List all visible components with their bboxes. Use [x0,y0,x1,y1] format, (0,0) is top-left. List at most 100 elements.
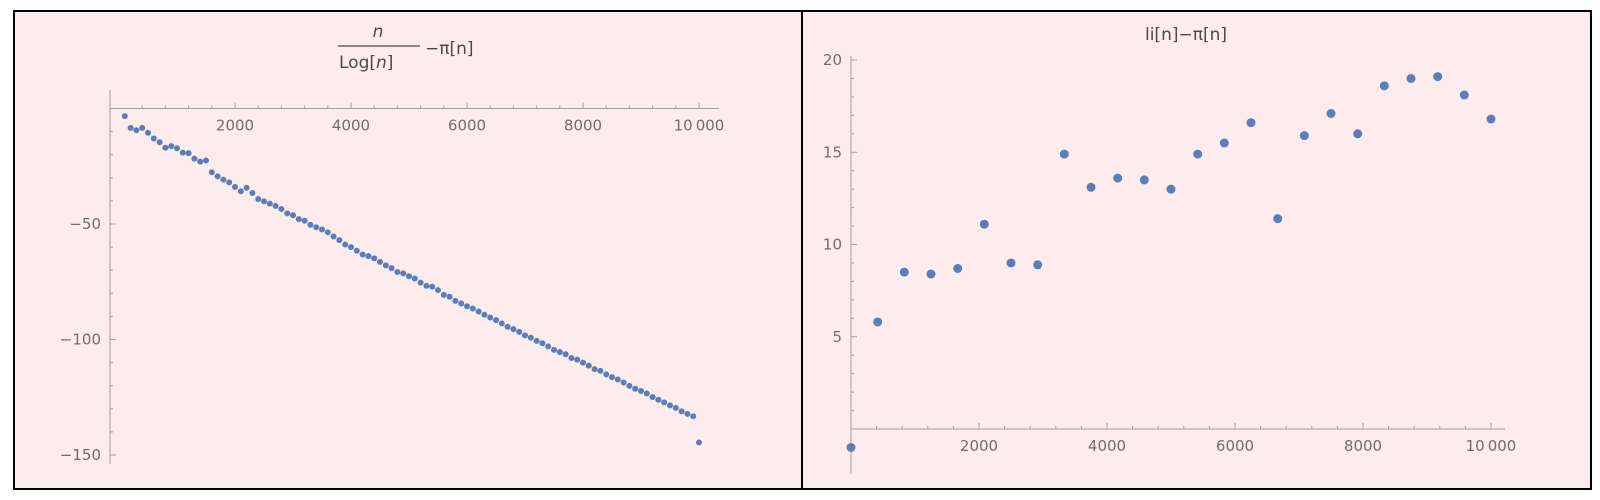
data-point [562,351,569,358]
data-point [162,144,169,151]
data-point [423,282,430,289]
data-point [493,317,499,324]
data-point [203,157,209,164]
right-chart-panel: li[n]−π[n] 2000 4000 6000 8000 10 000 5 10 15 20 [801,10,1592,490]
data-point [643,390,650,397]
data-point [284,210,291,217]
data-point [417,279,424,286]
data-point [324,229,331,236]
data-point [539,340,546,347]
data-point [1433,72,1443,82]
data-point [1459,90,1469,100]
data-point [591,366,598,373]
data-point [504,323,511,330]
data-point [533,337,540,344]
data-point [458,300,465,307]
data-point [121,113,128,120]
data-point [551,346,557,353]
data-point [481,311,488,318]
data-point [527,334,534,341]
data-point [1273,214,1283,224]
data-point [678,408,685,415]
title-denominator: Log[n] [339,53,393,73]
data-point [133,127,140,134]
x-tick-label: 4000 [332,117,370,135]
data-point [1139,175,1149,185]
y-tick-label: 10 [823,236,842,254]
data-point [406,273,412,280]
data-point [661,399,668,406]
data-point [684,410,691,417]
data-point [1486,114,1496,124]
left-chart-panel: n Log[n] −π[n] 2000 4000 6000 8000 10 000 −50… [13,10,803,490]
data-point [371,255,378,262]
right-chart-title: li[n]−π[n] [1145,25,1227,45]
data-point [690,413,697,420]
x-tick-label: 6000 [1216,437,1254,455]
x-tick-label: 10 000 [674,117,725,135]
data-point [609,374,615,381]
x-tick-label: 2000 [216,117,254,135]
data-point [226,179,233,186]
data-point [377,258,383,265]
data-point [255,196,262,203]
data-point [1326,109,1336,119]
data-point [953,263,963,273]
data-point [261,198,267,205]
data-point [1113,173,1123,183]
data-point [156,139,163,146]
data-point [655,396,662,403]
data-point [313,224,320,231]
data-point [1299,131,1309,141]
data-point [266,200,273,207]
data-point [1406,73,1416,83]
data-point [568,354,575,361]
x-tick-label: 10 000 [1466,437,1517,455]
data-point [1166,184,1176,194]
data-point [1086,182,1096,192]
data-point [846,442,856,452]
data-point [197,158,204,165]
data-point [359,251,366,258]
data-point [899,267,909,277]
data-point [580,359,586,366]
data-point [232,184,238,191]
data-point [926,269,936,279]
data-point [348,244,354,251]
data-point [185,150,192,157]
data-point [1193,149,1203,159]
data-point [139,124,146,131]
data-point [1059,149,1069,159]
data-point [1006,258,1016,268]
y-tick-label: 5 [832,328,842,346]
data-point [632,385,639,392]
data-point [220,176,227,183]
data-point [873,317,883,327]
data-point [469,305,476,312]
right-scatter-plot: li[n]−π[n] 2000 4000 6000 8000 10 000 5 10 15 20 [823,25,1517,474]
data-point [307,221,314,228]
data-point [696,439,702,446]
data-point [278,205,285,212]
data-point [330,233,337,240]
data-point [1033,260,1043,270]
data-point [208,169,215,176]
data-point [446,293,453,300]
data-point [452,297,459,304]
data-point [249,190,256,197]
data-point [191,155,198,162]
x-tick-label: 8000 [564,117,602,135]
data-point [150,135,157,142]
data-point [510,326,517,333]
data-point [545,343,552,350]
data-point [464,303,470,310]
x-tick-label: 8000 [1344,437,1382,455]
data-point [1353,129,1363,139]
data-point [290,212,296,219]
data-point [1246,118,1256,128]
data-point [243,184,250,191]
y-tick-label: −50 [69,215,101,233]
data-point [145,129,151,136]
data-point [475,308,482,315]
x-tick-label: 6000 [448,117,486,135]
